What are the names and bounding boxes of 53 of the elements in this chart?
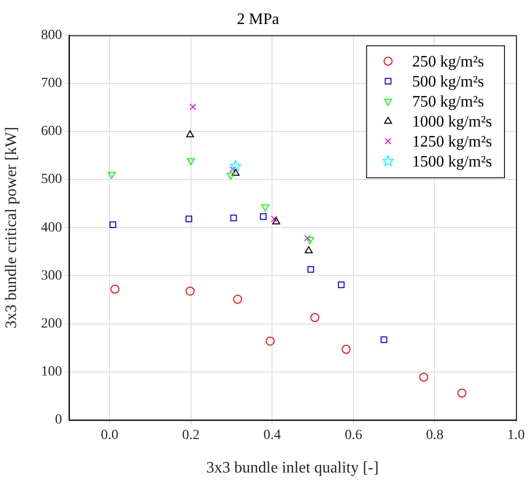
point [232, 168, 240, 176]
x-tick-label: 0.4 [263, 428, 281, 444]
x-tick-label: 0.0 [100, 428, 118, 444]
point [230, 160, 242, 171]
point [272, 217, 280, 224]
legend-label: 750 kg/m²s [412, 93, 484, 110]
point [110, 284, 120, 294]
point [307, 266, 314, 273]
point [380, 336, 388, 343]
x-axis-title: 3x3 bundle inlet quality [-] [206, 460, 379, 477]
point [266, 336, 275, 346]
chart-title: 2 MPa [236, 10, 280, 28]
legend-label: 250 kg/m²s [412, 53, 484, 70]
point [261, 204, 270, 212]
point [457, 388, 466, 398]
point [108, 172, 116, 179]
point [338, 282, 345, 288]
x-tick-label: 0.2 [182, 428, 200, 444]
point [304, 246, 313, 254]
y-tick-label: 100 [41, 364, 62, 380]
point [304, 234, 311, 242]
point [186, 158, 195, 166]
point [230, 214, 237, 222]
point [233, 294, 242, 304]
legend-label: 1500 kg/m²s [412, 153, 492, 170]
point [186, 286, 195, 296]
x-tick-label: 0.6 [344, 428, 362, 444]
y-tick-label: 500 [41, 172, 62, 188]
y-tick-label: 600 [41, 124, 62, 140]
legend-label: 1000 kg/m²s [412, 113, 492, 130]
y-tick-label: 0 [55, 412, 62, 428]
point [260, 213, 267, 220]
y-tick-label: 800 [41, 28, 62, 43]
y-tick-label: 200 [41, 316, 62, 332]
legend-label: 1250 kg/m²s [412, 133, 492, 150]
x-tick-label: 0.8 [426, 428, 444, 444]
y-axis-title: 3x3 bundle critical power [kW] [2, 126, 20, 328]
x-tick-label: 1.0 [507, 428, 525, 444]
y-tick-label: 400 [41, 220, 62, 236]
point [186, 130, 194, 138]
point [342, 344, 351, 354]
y-tick-label: 700 [41, 76, 62, 91]
point [226, 172, 235, 180]
point [110, 221, 116, 228]
point [186, 216, 192, 222]
point [419, 372, 428, 382]
point [306, 237, 314, 244]
point [270, 216, 278, 222]
point [310, 313, 320, 322]
point [229, 166, 236, 173]
point [190, 104, 196, 110]
y-tick-label: 300 [41, 268, 62, 284]
legend-label: 500 kg/m²s [412, 73, 484, 90]
